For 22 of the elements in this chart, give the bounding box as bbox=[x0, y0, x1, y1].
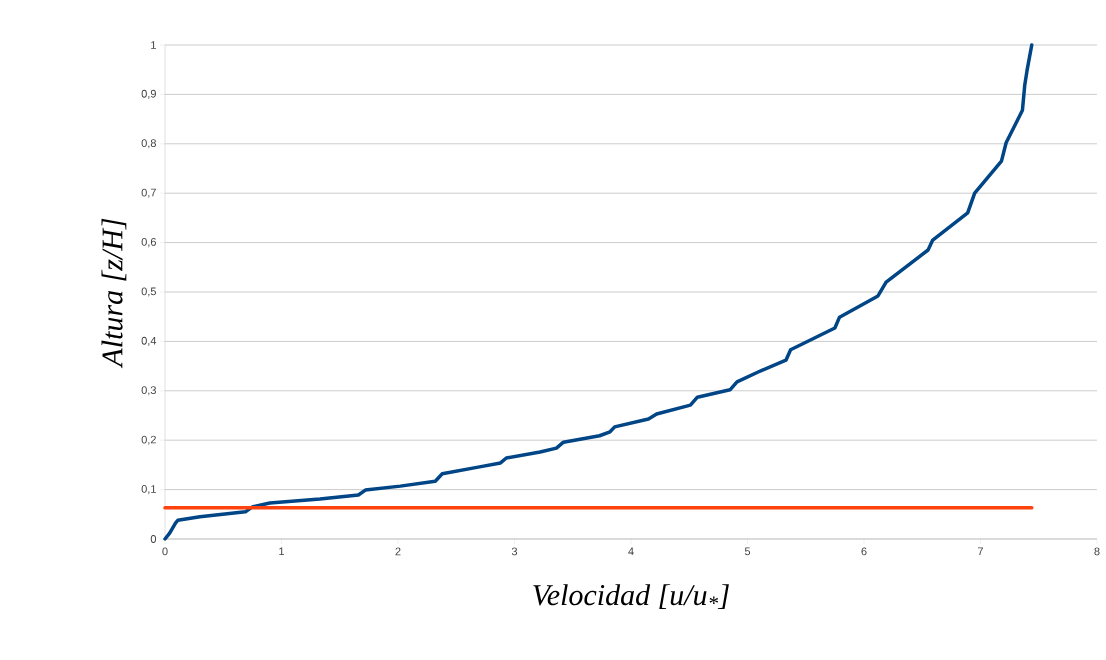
y-tick-label: 0,2 bbox=[141, 435, 156, 445]
y-tick-label: 0,6 bbox=[141, 238, 156, 248]
y-tick-label: 0,5 bbox=[141, 287, 156, 297]
x-tick-label: 5 bbox=[744, 547, 751, 556]
x-tick-label: 6 bbox=[861, 547, 867, 556]
x-tick-label: 8 bbox=[1094, 547, 1100, 556]
x-tick-label: 3 bbox=[511, 547, 518, 556]
y-tick-label: 0,4 bbox=[141, 336, 157, 346]
x-tick-label: 2 bbox=[395, 547, 401, 556]
x-tick-label: 7 bbox=[978, 547, 984, 556]
y-tick-label: 0 bbox=[150, 535, 157, 543]
y-tick-label: 0,1 bbox=[141, 485, 156, 495]
x-tick-label: 0 bbox=[162, 547, 168, 556]
x-tick-label: 4 bbox=[628, 547, 634, 556]
y-tick-label: 0,8 bbox=[141, 139, 156, 149]
x-axis-title: Velocidad [u/u$_{*}$] bbox=[533, 584, 729, 610]
y-tick-label: 0,3 bbox=[141, 386, 156, 396]
y-tick-label: 1 bbox=[151, 41, 156, 49]
x-tick-label: 1 bbox=[279, 547, 285, 556]
y-axis-title: Altura [z/H] bbox=[101, 218, 127, 369]
y-tick-label: 0,7 bbox=[141, 188, 156, 198]
y-tick-label: 0,9 bbox=[141, 89, 156, 99]
